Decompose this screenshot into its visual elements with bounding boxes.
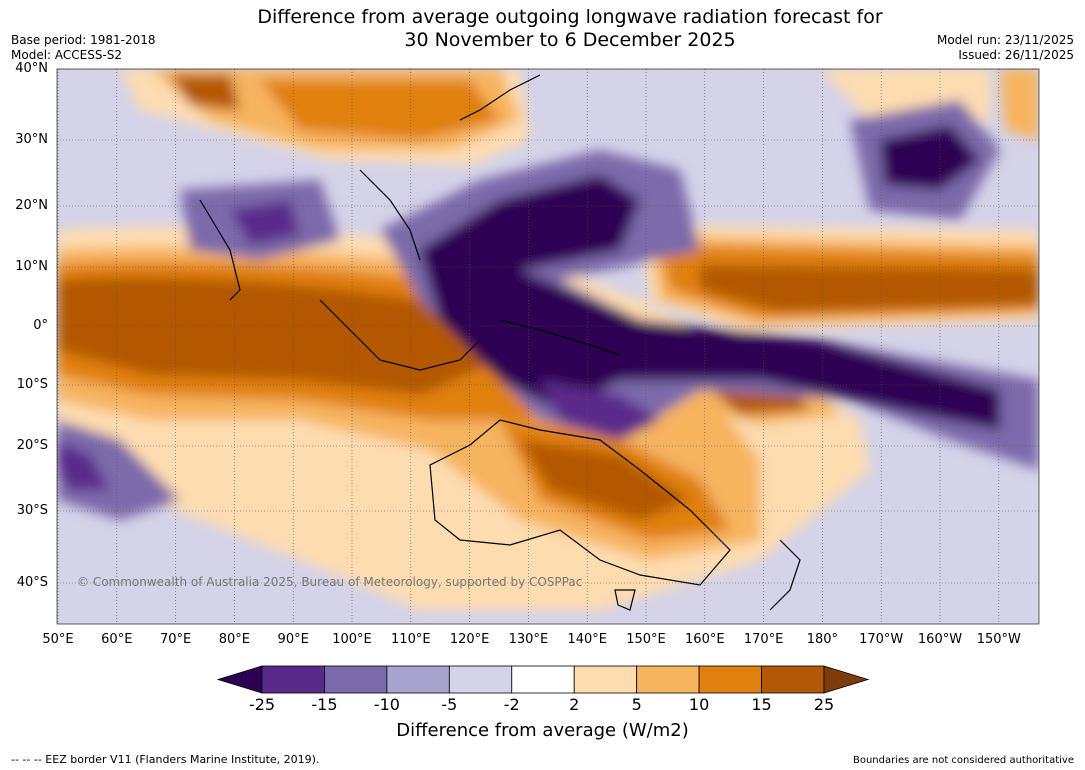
colorbar-tick-label: -2: [503, 695, 520, 714]
indonesia-coastline: [319, 299, 481, 371]
map-title-line2: 30 November to 6 December 2025: [404, 29, 736, 51]
copyright-notice: © Commonwealth of Australia 2025, Bureau…: [77, 575, 583, 589]
lon-label: 60°E: [101, 632, 133, 647]
map-frame: [56, 68, 1040, 625]
lon-label: 50°E: [42, 632, 74, 647]
colorbar-tick-label: -5: [441, 695, 458, 714]
lon-label: 170°W: [859, 632, 904, 647]
colorbar-tick-label: -15: [311, 695, 338, 714]
colorbar-min-extend: [216, 665, 263, 694]
colorbar-tick-label: 15: [751, 695, 772, 714]
new-zealand-coastline: [769, 539, 801, 611]
map-gridlines: [57, 68, 1039, 624]
lat-label: 0°: [33, 318, 48, 333]
lat-label: 20°S: [16, 438, 48, 453]
lat-label: 40°N: [15, 61, 48, 76]
map-title-line1: Difference from average outgoing longwav…: [257, 6, 883, 28]
lat-label: 20°N: [15, 198, 48, 213]
lon-label: 150°W: [976, 632, 1021, 647]
lon-label: 120°E: [449, 632, 490, 647]
tasmania-coastline: [614, 589, 636, 611]
colorbar: [216, 665, 870, 694]
lon-label: 140°E: [567, 632, 607, 647]
colorbar-segment: [636, 665, 700, 694]
eez-border-note: -- -- -- EEZ border V11 (Flanders Marine…: [11, 753, 320, 766]
india-coastline: [199, 199, 241, 301]
colorbar-tick-label: 2: [569, 695, 580, 714]
lon-label: 170°E: [743, 632, 784, 647]
lon-label: 180°: [806, 632, 839, 647]
lat-label: 40°S: [16, 575, 48, 590]
lon-label: 80°E: [218, 632, 251, 647]
asia-coastline: [359, 169, 421, 261]
lon-label: 130°E: [508, 632, 549, 647]
lon-label: 160°E: [685, 632, 725, 647]
lon-label: 160°W: [917, 632, 963, 647]
anomaly-field: [57, 69, 1039, 624]
coastlines: [199, 74, 801, 611]
colorbar-segment: [511, 665, 575, 694]
colorbar-segment: [324, 665, 388, 694]
model-run: Model run: 23/11/2025: [936, 33, 1074, 47]
lat-label: 30°N: [15, 132, 48, 147]
colorbar-max-extend: [823, 665, 870, 694]
model-name: Model: ACCESS-S2: [11, 48, 123, 62]
australia-coastline: [429, 419, 731, 586]
colorbar-tick-label: -25: [248, 695, 276, 714]
lon-label: 100°E: [332, 632, 372, 647]
lat-label: 10°N: [15, 259, 48, 274]
colorbar-segment: [573, 665, 638, 694]
colorbar-segment: [448, 665, 513, 694]
new-guinea-coastline: [499, 319, 621, 356]
colorbar-tick-label: 10: [688, 695, 710, 714]
colorbar-segment: [261, 665, 325, 694]
colorbar-tick-label: 5: [631, 695, 642, 714]
issued-date: Issued: 26/11/2025: [958, 48, 1074, 62]
boundaries-note: Boundaries are not considered authoritat…: [852, 755, 1074, 766]
lon-label: 110°E: [391, 632, 431, 647]
lat-label: 30°S: [16, 503, 48, 518]
lon-label: 150°E: [626, 632, 666, 647]
colorbar-title: Difference from average (W/m2): [396, 720, 689, 741]
lon-label: 70°E: [159, 632, 192, 647]
colorbar-segment: [761, 665, 825, 694]
colorbar-tick-label: 25: [813, 695, 835, 714]
colorbar-segment: [386, 665, 450, 694]
lon-label: 90°E: [277, 632, 309, 647]
base-period: Base period: 1981-2018: [11, 33, 156, 47]
colorbar-segment: [698, 665, 762, 694]
colorbar-tick-label: -10: [373, 695, 400, 714]
japan-coastline: [459, 74, 541, 121]
lat-label: 10°S: [16, 377, 48, 392]
